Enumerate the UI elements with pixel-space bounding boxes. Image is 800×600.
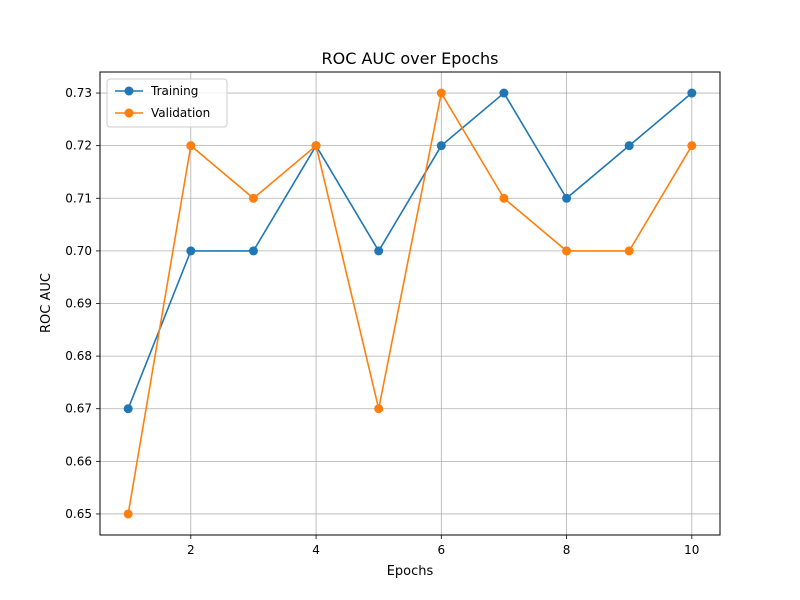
data-point-validation: [687, 141, 697, 151]
data-point-validation: [374, 404, 384, 414]
data-point-training: [186, 246, 196, 256]
y-tick-label: 0.72: [65, 139, 92, 153]
legend-label-training: Training: [150, 84, 198, 98]
chart-title: ROC AUC over Epochs: [322, 49, 499, 68]
data-point-training: [436, 141, 446, 151]
y-axis-label: ROC AUC: [39, 273, 54, 333]
legend-marker-validation: [124, 108, 134, 118]
data-point-validation: [499, 193, 509, 203]
y-tick-label: 0.65: [65, 507, 92, 521]
series-layer: [123, 88, 697, 519]
plot-frame: [99, 71, 721, 536]
data-point-validation: [436, 88, 446, 98]
x-tick-label: 8: [563, 543, 571, 557]
tick-layer: 2 4 6 8 10 0.65 0.66 0.67 0.68 0.69 0.70 0.71 0.72 0.…: [65, 86, 699, 557]
series-line-training: [127, 91, 693, 410]
series-line-validation: [127, 90, 693, 515]
y-tick-label: 0.73: [65, 86, 92, 100]
data-point-validation: [123, 509, 133, 519]
x-tick-label: 6: [437, 543, 445, 557]
data-point-validation: [248, 193, 258, 203]
data-point-validation: [186, 141, 196, 151]
y-tick-label: 0.67: [65, 402, 92, 416]
data-point-training: [499, 88, 509, 98]
data-point-validation: [562, 246, 572, 256]
x-axis-label: Epochs: [387, 564, 434, 579]
y-tick-label: 0.69: [65, 297, 92, 311]
y-tick-label: 0.66: [65, 454, 92, 468]
legend-marker-training: [124, 86, 134, 96]
x-tick-label: 10: [684, 543, 699, 557]
x-tick-label: 4: [312, 543, 320, 557]
data-point-validation: [311, 141, 321, 151]
y-tick-label: 0.71: [65, 191, 92, 205]
data-point-training: [374, 246, 384, 256]
legend: Training Validation: [106, 78, 228, 128]
legend-label-validation: Validation: [151, 106, 210, 120]
data-point-validation: [624, 246, 634, 256]
y-tick-label: 0.70: [65, 244, 92, 258]
data-point-training: [123, 404, 133, 414]
x-tick-label: 2: [187, 543, 195, 557]
y-tick-label: 0.68: [65, 349, 92, 363]
data-point-training: [248, 246, 258, 256]
data-point-training: [624, 141, 634, 151]
data-point-training: [562, 193, 572, 203]
data-point-training: [687, 88, 697, 98]
